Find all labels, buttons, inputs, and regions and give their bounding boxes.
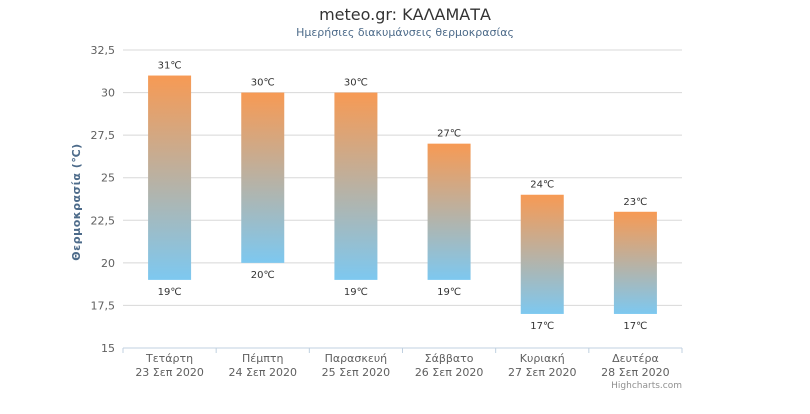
low-temp-label: 17℃ — [623, 321, 647, 332]
low-temp-label: 19℃ — [158, 287, 182, 298]
low-temp-label: 20℃ — [251, 270, 275, 281]
y-tick-label: 32,5 — [91, 44, 116, 57]
x-tick-date-label: 24 Σεπ 2020 — [228, 366, 297, 379]
high-temp-label: 24℃ — [530, 180, 554, 191]
x-tick-date-label: 23 Σεπ 2020 — [135, 366, 204, 379]
chart-title: meteo.gr: ΚΑΛΑΜΑΤΑ — [319, 5, 491, 24]
chart-subtitle: Ημερήσιες διακυμάνσεις θερμοκρασίας — [296, 26, 514, 39]
y-tick-label: 15 — [101, 342, 115, 355]
x-tick-day-label: Σάββατο — [425, 352, 474, 365]
y-tick-label: 20 — [101, 257, 115, 270]
credits-link[interactable]: Highcharts.com — [611, 381, 682, 391]
grid-lines — [123, 49, 682, 306]
y-axis-ticks: 15 17,5 20 22,5 25 27,5 30 32,5 — [91, 44, 116, 355]
y-tick-label: 22,5 — [91, 214, 116, 227]
bars — [148, 75, 657, 314]
x-tick-date-label: 28 Σεπ 2020 — [601, 366, 670, 379]
high-temp-label: 30℃ — [251, 78, 275, 89]
x-tick-day-label: Δευτέρα — [612, 352, 659, 365]
x-tick-date-label: 26 Σεπ 2020 — [415, 366, 484, 379]
data-labels: 31℃ 19℃ 30℃ 20℃ 30℃ 19℃ 27℃ 19℃ 24℃ 17℃ 23℃ 17℃ — [158, 61, 648, 332]
y-tick-label: 17,5 — [91, 299, 116, 312]
x-tick-day-label: Τετάρτη — [145, 352, 193, 365]
temperature-range-bar[interactable] — [427, 143, 471, 280]
y-tick-label: 30 — [101, 87, 115, 100]
high-temp-label: 23℃ — [623, 197, 647, 208]
high-temp-label: 31℃ — [158, 61, 182, 72]
temperature-range-bar[interactable] — [334, 92, 378, 280]
high-temp-label: 30℃ — [344, 78, 368, 89]
x-tick-day-label: Κυριακή — [520, 352, 565, 365]
y-tick-label: 27,5 — [91, 129, 116, 142]
temperature-range-bar[interactable] — [241, 92, 285, 263]
y-axis-label: Θερμοκρασία (℃) — [70, 143, 83, 260]
x-tick-day-label: Πέμπτη — [242, 352, 283, 365]
x-tick-date-label: 27 Σεπ 2020 — [508, 366, 577, 379]
low-temp-label: 19℃ — [344, 287, 368, 298]
x-tick-date-label: 25 Σεπ 2020 — [322, 366, 391, 379]
temperature-range-bar[interactable] — [613, 211, 657, 314]
low-temp-label: 19℃ — [437, 287, 461, 298]
y-tick-label: 25 — [101, 172, 115, 185]
low-temp-label: 17℃ — [530, 321, 554, 332]
high-temp-label: 27℃ — [437, 129, 461, 140]
temperature-range-bar[interactable] — [148, 75, 192, 280]
temperature-range-bar[interactable] — [520, 194, 564, 314]
x-tick-day-label: Παρασκευή — [325, 352, 388, 365]
